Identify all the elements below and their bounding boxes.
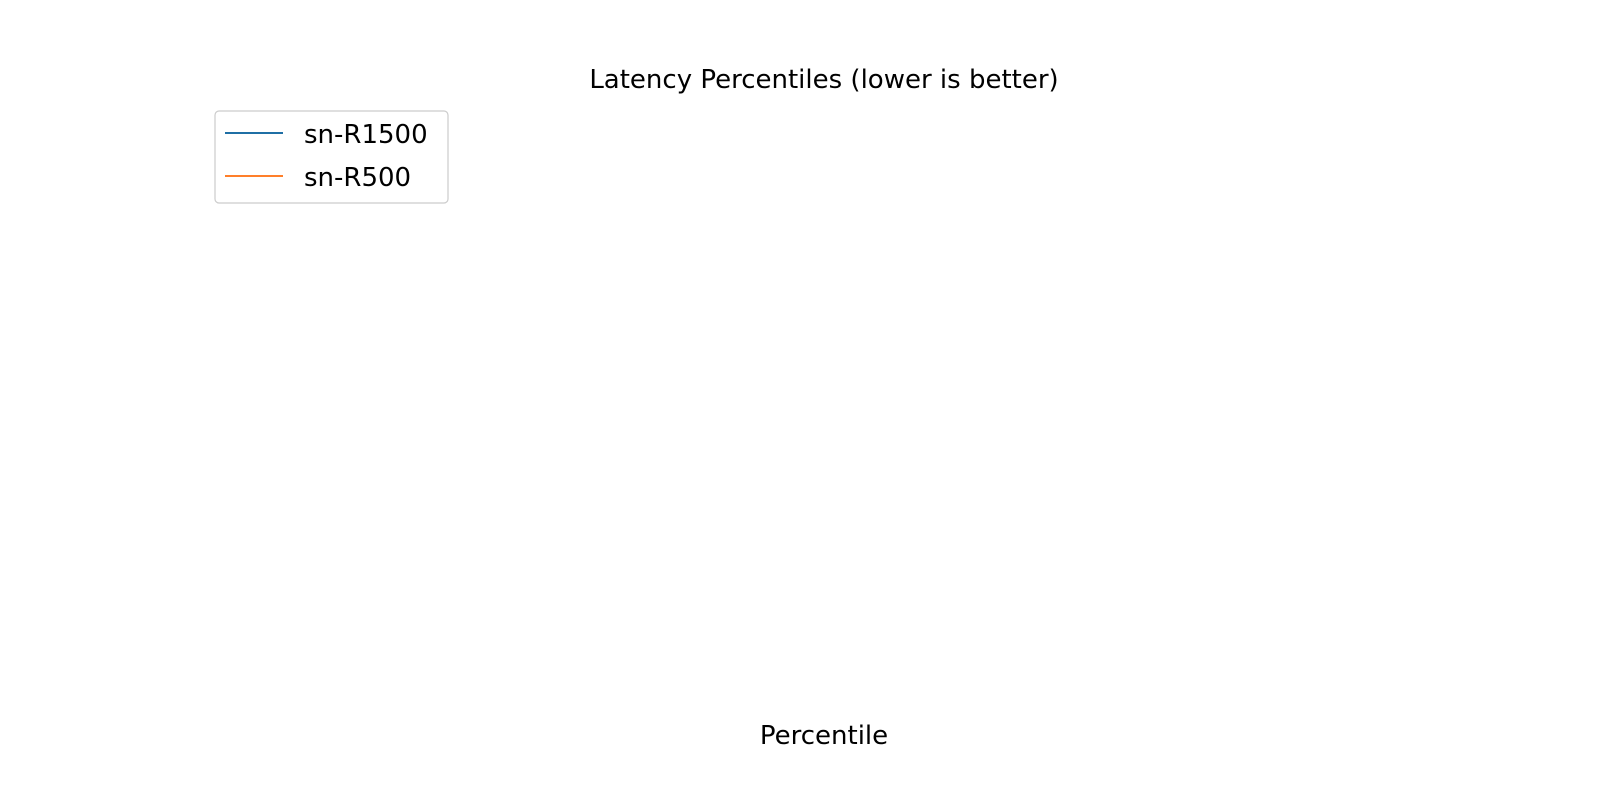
x-axis-label: Percentile [760, 721, 888, 751]
legend-label-0: sn-R1500 [304, 120, 428, 150]
chart-title: Latency Percentiles (lower is better) [589, 65, 1058, 95]
legend-item-1[interactable]: sn-R500 [225, 163, 411, 193]
legend-item-0[interactable]: sn-R1500 [225, 120, 428, 150]
legend-label-1: sn-R500 [304, 163, 411, 193]
legend[interactable]: sn-R1500 sn-R500 [214, 110, 449, 204]
